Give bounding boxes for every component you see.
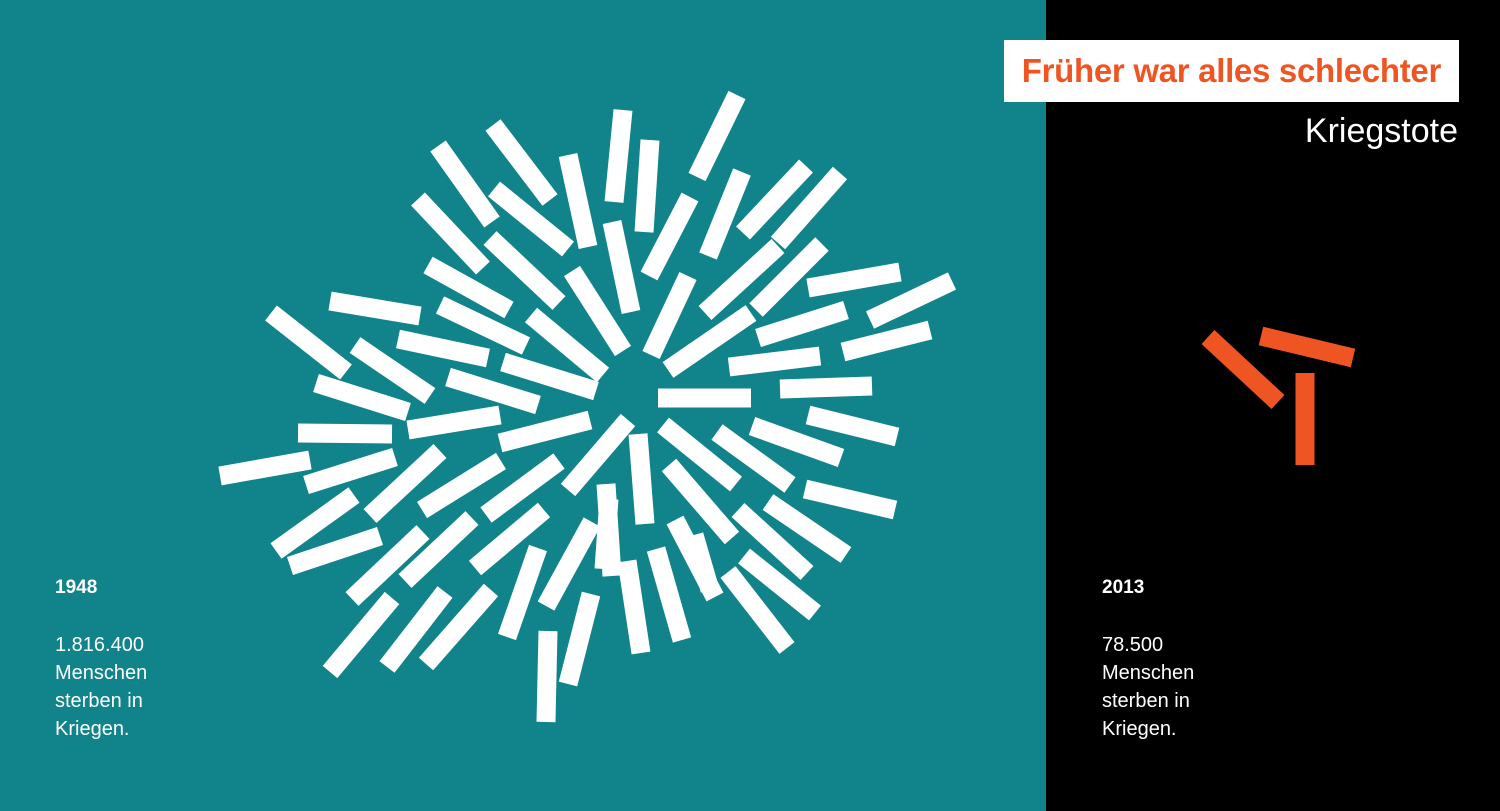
white-bar [563,265,632,357]
caption-line: Kriegen. [55,718,130,740]
white-bar [286,526,384,576]
burst-2013 [1201,326,1356,465]
white-bar [485,119,558,206]
white-bar [430,140,500,228]
white-bar [218,450,312,486]
white-bar [524,307,610,383]
white-bar [806,262,902,298]
white-bar [748,417,845,467]
white-bar [297,423,393,444]
white-bar [483,231,566,310]
page-subtitle: Kriegstote [1304,112,1458,150]
white-bar [406,405,502,440]
white-bar [688,90,746,182]
white-bar [423,256,514,319]
white-bar [322,591,400,679]
white-bar [805,405,900,447]
white-bar [779,376,873,399]
white-bar [736,159,813,240]
white-bar [755,300,849,348]
caption-line: sterben in [55,690,143,712]
caption-line: Menschen [1102,662,1195,684]
white-bar [536,630,558,723]
caption-2013: 78.500 Menschen sterben in Kriegen. [1102,631,1282,743]
white-bar [684,532,720,593]
white-bar [558,152,598,250]
white-bar [313,373,411,422]
white-bar [657,417,742,492]
white-bar [500,352,599,401]
panel-2013: Früher war alles schlechter Kriegstote 2… [1003,0,1500,811]
white-bar [865,272,957,329]
white-bar [617,559,651,655]
white-bar [634,139,660,233]
white-bar [416,452,507,519]
white-bar [738,548,821,621]
white-bar [762,494,852,563]
accent-bar [1201,330,1285,409]
white-bar [602,220,641,314]
white-bar [662,305,757,378]
year-label-1948: 1948 [55,577,98,598]
caption-1948: 1.816.400 Menschen sterben in Kriegen. [55,631,235,743]
white-bar [468,502,551,576]
white-bar [642,271,697,360]
white-bar [328,291,422,326]
white-bar [646,546,692,643]
white-bar [802,479,898,520]
white-bar [498,544,547,641]
value-1948: 1.816.400 [55,634,144,656]
white-bar [840,320,933,362]
white-bar [537,517,601,611]
page-title: Früher war alles schlechter [1021,52,1442,89]
white-bar [303,447,398,495]
white-bar [560,413,636,497]
white-bar [594,498,619,570]
white-bar [720,566,795,654]
white-bar [497,410,593,453]
white-bar [480,453,565,523]
white-bar [345,525,430,606]
white-bar [699,168,751,260]
burst-1948 [218,90,957,723]
white-bar [698,239,785,320]
white-bar [445,367,541,415]
white-bar [270,487,360,559]
year-label-2013: 2013 [1102,577,1145,598]
white-bar [604,109,633,203]
white-bar [265,305,352,380]
white-bar [349,337,436,404]
white-bar [640,192,699,281]
white-bar [396,329,490,368]
white-bar [435,296,531,355]
white-bar [727,346,822,377]
white-bar [628,433,655,525]
white-bar [661,458,740,545]
title-box: Früher war alles schlechter [1003,40,1459,102]
white-bar [379,586,453,673]
value-2013: 78.500 [1102,634,1164,656]
white-bar [398,511,479,588]
white-bar [411,192,490,275]
white-bar [731,502,814,581]
accent-bar [1258,326,1356,368]
white-bar [749,237,829,317]
caption-line: Kriegen. [1102,718,1177,740]
panel-1948: 1948 1.816.400 Menschen sterben in Krieg… [0,0,1046,811]
caption-line: sterben in [1102,690,1190,712]
white-bar [418,583,499,671]
caption-line: Menschen [55,662,148,684]
white-bar [770,166,848,250]
white-bar [558,591,601,687]
white-bar [711,424,796,493]
white-bar [363,444,447,523]
white-bar [488,181,574,257]
